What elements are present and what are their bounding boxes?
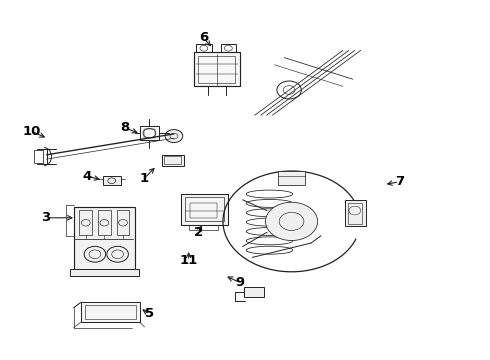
- Text: 4: 4: [83, 170, 92, 183]
- Text: 11: 11: [179, 255, 198, 267]
- Bar: [162, 155, 184, 166]
- Bar: [70, 269, 139, 276]
- Bar: [189, 225, 218, 230]
- Text: 10: 10: [23, 125, 41, 138]
- Bar: [81, 302, 140, 322]
- Bar: [185, 197, 224, 221]
- Bar: [198, 56, 235, 83]
- Bar: [85, 305, 136, 319]
- Text: 8: 8: [121, 121, 129, 134]
- Text: 2: 2: [194, 226, 203, 239]
- Text: 1: 1: [140, 172, 149, 185]
- Text: 6: 6: [199, 31, 208, 44]
- Circle shape: [266, 202, 318, 240]
- Bar: [117, 210, 129, 235]
- Bar: [194, 52, 240, 86]
- Bar: [190, 203, 217, 218]
- Bar: [278, 171, 305, 185]
- Bar: [103, 176, 121, 185]
- Bar: [79, 210, 92, 235]
- Bar: [220, 44, 236, 52]
- Bar: [74, 207, 135, 270]
- Text: 7: 7: [395, 175, 404, 188]
- Bar: [345, 200, 366, 226]
- Bar: [144, 129, 155, 138]
- Text: 3: 3: [41, 211, 50, 224]
- Bar: [347, 203, 362, 224]
- Bar: [244, 287, 264, 297]
- Bar: [164, 156, 181, 164]
- Bar: [196, 44, 212, 52]
- Text: 9: 9: [236, 276, 245, 289]
- Circle shape: [165, 130, 183, 143]
- Text: 5: 5: [145, 307, 154, 320]
- Bar: [34, 150, 43, 163]
- Bar: [181, 194, 228, 225]
- Bar: [140, 126, 159, 140]
- Bar: [98, 210, 111, 235]
